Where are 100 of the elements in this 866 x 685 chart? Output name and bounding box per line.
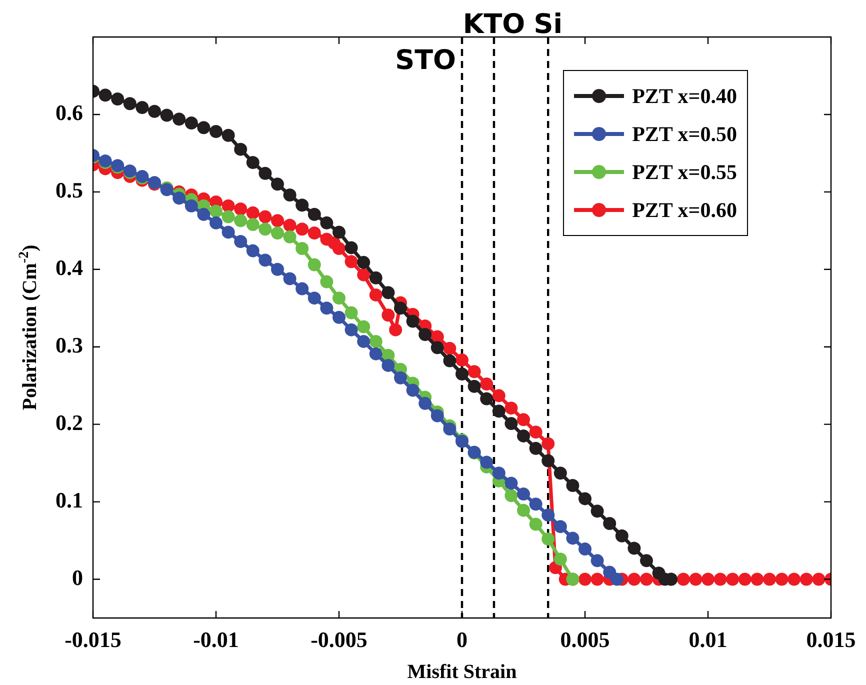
point	[222, 226, 235, 239]
point	[258, 254, 272, 267]
point	[406, 314, 420, 328]
point	[357, 320, 370, 334]
point	[320, 275, 334, 288]
point	[184, 116, 198, 130]
point	[308, 292, 321, 305]
point	[172, 112, 186, 126]
point	[480, 456, 494, 469]
point	[332, 292, 346, 305]
point	[443, 354, 456, 368]
point	[382, 358, 395, 372]
legend-label: PZT x=0.60	[632, 198, 737, 222]
point	[246, 244, 260, 258]
point	[492, 404, 506, 418]
point	[615, 529, 628, 542]
point	[320, 302, 334, 315]
point	[554, 520, 567, 534]
point	[234, 214, 248, 228]
point	[136, 100, 149, 114]
point	[357, 334, 370, 348]
point	[566, 532, 580, 545]
point	[468, 380, 481, 393]
point	[296, 198, 309, 212]
point	[197, 208, 210, 221]
point	[197, 121, 210, 134]
point	[517, 504, 530, 517]
point	[394, 302, 407, 315]
point	[517, 429, 530, 442]
point	[283, 188, 296, 202]
point	[283, 272, 296, 286]
y-tick-label: 0	[72, 564, 83, 590]
point	[123, 97, 136, 110]
y-tick-label: 0.3	[56, 332, 83, 358]
point	[628, 542, 641, 555]
point	[590, 504, 604, 518]
point	[148, 104, 161, 118]
x-tick-label: -0.01	[193, 626, 239, 652]
y-tick-label: 0.4	[56, 255, 83, 280]
point	[529, 442, 542, 455]
y-tick-label: 0.6	[56, 100, 83, 126]
x-tick-label: 0.015	[806, 626, 856, 652]
legend-label: PZT x=0.55	[632, 160, 737, 184]
point	[430, 409, 444, 422]
ref-line-label: STO	[395, 45, 456, 76]
point	[603, 516, 616, 530]
legend-label: PZT x=0.40	[632, 84, 737, 108]
x-tick-label: -0.015	[64, 626, 122, 652]
point	[640, 554, 653, 568]
point	[283, 230, 296, 244]
point	[222, 210, 235, 224]
x-tick-label: 0	[456, 626, 468, 652]
point	[369, 347, 382, 360]
point	[344, 323, 358, 336]
point	[382, 286, 395, 300]
ref-line-label: KTO	[462, 9, 526, 40]
x-tick-label: 0.01	[688, 626, 728, 652]
point	[504, 417, 518, 430]
point	[344, 241, 358, 254]
point	[394, 371, 407, 384]
point	[344, 306, 358, 320]
x-tick-label: 0.005	[560, 626, 610, 652]
y-tick-label: 0.5	[56, 178, 83, 203]
point	[542, 532, 555, 546]
point	[418, 396, 432, 410]
point	[296, 242, 309, 255]
point	[456, 367, 468, 380]
point	[258, 222, 272, 236]
y-tick-label: 0.2	[56, 410, 83, 436]
point	[234, 235, 248, 248]
point	[320, 216, 334, 230]
point	[369, 334, 382, 348]
point	[246, 218, 260, 231]
point	[480, 392, 494, 406]
point	[332, 226, 346, 239]
point	[610, 572, 624, 586]
point	[554, 466, 567, 480]
y-tick-label: 0.1	[56, 487, 83, 512]
point	[590, 554, 604, 568]
point	[296, 282, 309, 296]
point	[529, 498, 542, 511]
point	[308, 258, 321, 272]
point	[184, 199, 198, 212]
point	[566, 479, 580, 492]
point	[554, 552, 567, 566]
point	[258, 166, 272, 180]
point	[210, 204, 222, 218]
point	[246, 156, 260, 169]
ref-line-label: Si	[534, 9, 562, 40]
point	[357, 256, 370, 269]
point	[369, 271, 382, 284]
point	[271, 262, 284, 276]
y-axis-title: Polarization (Cm-2)	[17, 244, 41, 410]
x-tick-label: -0.005	[310, 626, 368, 652]
legend-label: PZT x=0.50	[632, 122, 737, 146]
point	[443, 422, 456, 436]
point	[234, 142, 248, 156]
point	[406, 384, 420, 397]
point	[332, 310, 346, 324]
point	[160, 108, 174, 122]
